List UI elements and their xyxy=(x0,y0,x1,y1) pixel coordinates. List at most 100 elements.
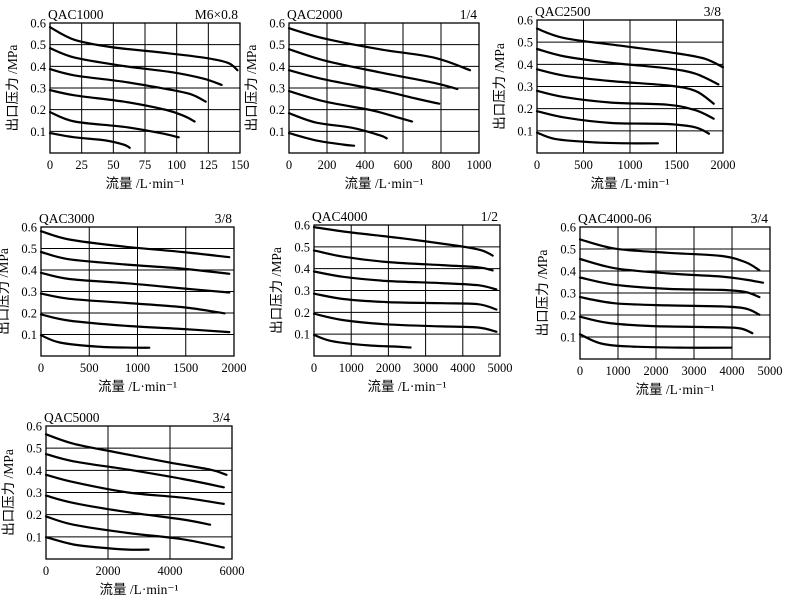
x-tick-label: 3000 xyxy=(682,364,707,378)
chart-qac2000: 0 200 400 600 800 1000 0.1 0.2 0.3 0.4 0.5 0.6QAC20… xyxy=(244,7,492,191)
chart-qac2500: 0 500 1000 1500 2000 0.1 0.2 0.3 0.4 0.5 0.6QAC250… xyxy=(492,4,736,191)
y-tick-label: 0.3 xyxy=(517,80,533,94)
plot-frame xyxy=(579,226,771,360)
curve-0-1mpa xyxy=(535,131,659,145)
y-tick-label: 0.1 xyxy=(30,125,46,139)
y-tick-label: 0.3 xyxy=(26,486,42,500)
curve-0-3mpa xyxy=(44,494,212,526)
y-tick-label: 0.1 xyxy=(560,331,576,345)
y-tick-label: 0.3 xyxy=(560,287,576,301)
plot-frame xyxy=(536,19,724,154)
curve-0-4mpa xyxy=(312,270,498,291)
curve-0-1mpa xyxy=(44,536,150,551)
y-tick-label: 0.6 xyxy=(21,221,37,235)
port-size-label: 3/8 xyxy=(215,211,233,226)
curve-0-4mpa xyxy=(578,276,761,299)
curve-0-1mpa xyxy=(312,333,412,349)
y-tick-label: 0.1 xyxy=(294,328,310,342)
y-tick-label: 0.3 xyxy=(269,82,285,96)
x-tick-label: 5000 xyxy=(488,361,513,375)
x-tick-label: 100 xyxy=(167,158,186,172)
port-size-label: 3/4 xyxy=(213,410,231,425)
x-tick-label: 2000 xyxy=(222,361,247,375)
chart-title: QAC2500 xyxy=(535,4,591,19)
y-tick-label: 0.5 xyxy=(269,38,285,52)
y-tick-label: 0.1 xyxy=(269,125,285,139)
y-tick-label: 0.1 xyxy=(26,530,42,544)
x-tick-label: 125 xyxy=(199,158,218,172)
y-tick-label: 0.4 xyxy=(269,60,285,74)
x-tick-label: 1500 xyxy=(173,361,198,375)
x-tick-label: 4000 xyxy=(450,361,475,375)
y-tick-label: 0.6 xyxy=(294,219,310,233)
x-tick-label: 2000 xyxy=(644,364,669,378)
chart-title: QAC5000 xyxy=(44,410,100,425)
curve-0-3mpa xyxy=(312,292,498,311)
curve-0-5mpa xyxy=(312,249,494,272)
x-tick-label: 150 xyxy=(231,158,250,172)
y-tick-label: 0.4 xyxy=(294,262,310,276)
x-tick-label: 25 xyxy=(75,158,88,172)
y-tick-label: 0.6 xyxy=(517,14,533,28)
y-tick-label: 0.6 xyxy=(269,17,285,31)
x-tick-label: 1000 xyxy=(618,158,643,172)
chart-title: QAC4000-06 xyxy=(578,211,652,226)
x-tick-label: 800 xyxy=(432,158,451,172)
plot-frame xyxy=(40,226,235,357)
curve-0-2mpa xyxy=(39,313,231,334)
chart-qac1000: 0 25 50 75 100 125 150 0.1 0.2 0.3 0.4 0.5 0.6QAC100… xyxy=(5,7,249,191)
x-tick-label: 4000 xyxy=(720,364,745,378)
chart-title: QAC4000 xyxy=(312,209,368,224)
curve-0-4mpa xyxy=(535,68,715,105)
x-tick-label: 75 xyxy=(139,158,152,172)
port-size-label: 3/8 xyxy=(704,4,722,19)
y-tick-label: 0.2 xyxy=(26,508,42,522)
plot-frame xyxy=(49,22,241,154)
x-tick-label: 3000 xyxy=(413,361,438,375)
x-tick-label: 2000 xyxy=(96,564,121,578)
curve-0-5mpa xyxy=(44,453,225,489)
curve-0-6mpa xyxy=(39,230,231,259)
x-tick-label: 0 xyxy=(38,361,44,375)
y-tick-label: 0.6 xyxy=(26,420,42,434)
plot-frame xyxy=(45,425,233,560)
y-tick-label: 0.4 xyxy=(517,58,533,72)
y-tick-label: 0.5 xyxy=(21,242,37,256)
curve-0-4mpa xyxy=(44,473,225,505)
curve-0-2mpa xyxy=(312,312,498,333)
curve-0-6mpa xyxy=(535,27,725,69)
chart-title: QAC3000 xyxy=(39,211,95,226)
y-tick-label: 0.5 xyxy=(30,38,46,52)
port-size-label: 3/4 xyxy=(751,211,769,226)
x-tick-label: 400 xyxy=(356,158,375,172)
curve-0-2mpa xyxy=(287,112,388,140)
port-size-label: 1/2 xyxy=(481,209,498,224)
port-size-label: 1/4 xyxy=(460,7,478,22)
curve-0-5mpa xyxy=(287,48,459,91)
y-tick-label: 0.2 xyxy=(517,102,533,116)
x-axis-label: 流量 /L·min⁻¹ xyxy=(105,176,184,191)
x-tick-label: 2000 xyxy=(376,361,401,375)
x-axis-label: 流量 /L·min⁻¹ xyxy=(590,176,669,191)
curve-0-4mpa xyxy=(39,271,231,294)
y-axis-label: 出口压力 /MPa xyxy=(0,248,11,335)
y-tick-label: 0.4 xyxy=(30,60,46,74)
y-tick-label: 0.5 xyxy=(517,36,533,50)
port-size-label: M6×0.8 xyxy=(195,7,238,22)
curve-0-5mpa xyxy=(535,47,720,86)
x-tick-label: 2000 xyxy=(711,158,736,172)
x-tick-label: 1000 xyxy=(606,364,631,378)
chart-title: QAC2000 xyxy=(287,7,343,22)
y-tick-label: 0.2 xyxy=(30,103,46,117)
y-axis-label: 出口压力 /MPa xyxy=(244,45,259,132)
y-tick-label: 0.5 xyxy=(26,442,42,456)
y-tick-label: 0.3 xyxy=(21,285,37,299)
y-axis-label: 出口压力 /MPa xyxy=(535,250,550,337)
x-tick-label: 1500 xyxy=(664,158,689,172)
x-tick-label: 600 xyxy=(394,158,413,172)
y-tick-label: 0.4 xyxy=(21,264,37,278)
x-tick-label: 1000 xyxy=(125,361,150,375)
x-tick-label: 0 xyxy=(43,564,49,578)
chart-title: QAC1000 xyxy=(48,7,104,22)
y-tick-label: 0.3 xyxy=(294,284,310,298)
